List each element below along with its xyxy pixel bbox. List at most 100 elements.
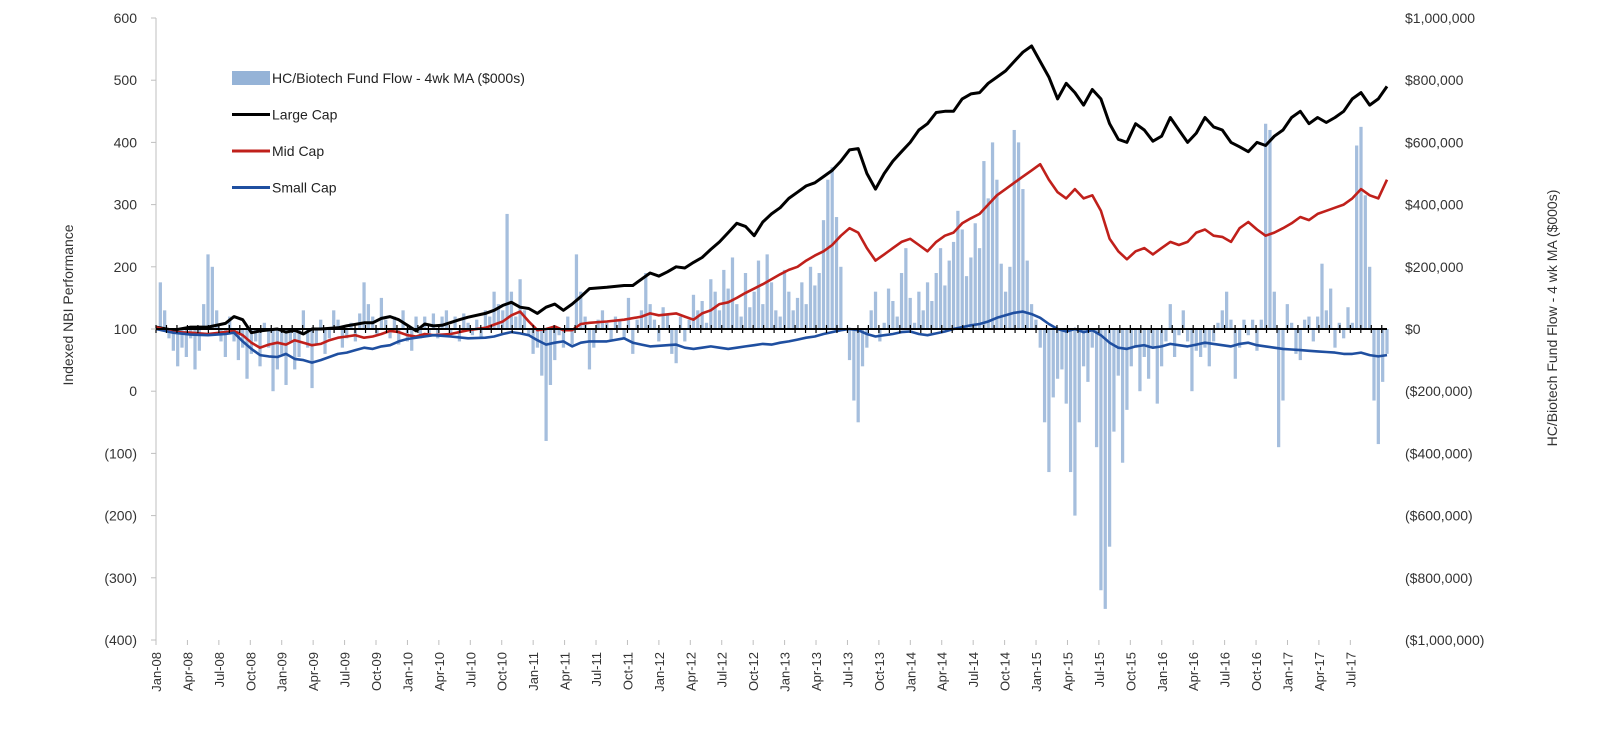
flow-bar [384,319,388,329]
flow-bar [206,254,210,329]
flow-bar [167,329,171,339]
x-tick-label: Jan-11 [526,652,541,691]
flow-bar [1346,307,1350,329]
y-right-tick-label: $600,000 [1405,134,1464,150]
flow-bar [358,313,362,329]
flow-bar [1042,329,1047,423]
flow-bar [509,291,514,329]
flow-bar [1342,329,1346,339]
flow-bar [232,329,236,342]
flow-bar [1094,329,1099,448]
flow-bar [271,329,275,392]
flow-bar [1151,329,1155,348]
flow-bar [964,276,969,329]
flow-bar [466,322,470,329]
flow-bar [899,273,904,329]
flow-bar [1203,329,1207,348]
flow-bar [982,161,986,329]
flow-bar [791,310,795,329]
flow-bar [362,282,366,329]
flow-bar [518,279,522,329]
flow-bar [808,266,813,329]
flow-bar [930,301,934,329]
flow-bar [990,142,995,329]
flow-bar [995,179,999,329]
flow-bar [709,279,713,329]
flow-bar [215,310,219,329]
flow-bar [1229,319,1233,329]
flow-bar [1038,329,1042,348]
flow-bar [501,310,505,329]
flow-bar [830,167,834,329]
x-tick-label: Jan-09 [275,652,290,692]
flow-bar [908,297,912,329]
flow-bar [566,316,570,329]
flow-bar [726,288,730,329]
flow-bar [548,329,553,385]
flow-bar [882,322,886,329]
x-tick-label: Apr-16 [1186,652,1201,691]
flow-bar [293,329,297,370]
y-left-axis-title: Indexed NBI Performance [60,224,76,385]
x-tick-label: Jul-10 [463,652,478,687]
x-tick-label: Apr-08 [180,652,195,691]
y-right-tick-label: ($200,000) [1405,383,1473,399]
flow-bar [1029,304,1034,329]
flow-bar [483,310,488,329]
flow-bar [1363,195,1367,329]
flow-bar [236,329,240,361]
flow-bar [392,316,397,329]
flow-bar [986,198,990,329]
flow-bar [275,329,279,370]
flow-bar [826,179,830,329]
x-tick-label: Jan-12 [652,652,667,692]
legend-label: Small Cap [272,180,337,196]
flow-bar [388,329,392,339]
flow-bar [1016,142,1021,329]
flow-bar [306,329,310,348]
flow-bar [696,310,700,329]
x-tick-label: Jul-08 [212,652,227,687]
flow-bar [267,329,271,348]
x-tick-label: Apr-10 [432,652,447,691]
flow-bar [288,329,292,342]
x-tick-label: Apr-09 [306,652,321,691]
flow-bar [1090,329,1094,348]
flow-bar [1211,329,1216,342]
y-right-tick-label: ($400,000) [1405,445,1473,461]
x-tick-label: Jan-16 [1155,652,1170,692]
flow-bar [743,273,748,329]
flow-bar [241,329,245,348]
x-tick-label: Jan-14 [903,652,918,692]
x-tick-label: Jul-12 [715,652,730,687]
flow-bar [574,254,579,329]
flow-bar [1190,329,1194,392]
flow-bar [444,310,449,329]
flow-bar [600,310,605,329]
flow-bar [163,310,167,329]
flow-bar [613,316,618,329]
flow-bar [1324,310,1328,329]
performance-lines [155,44,1389,364]
flow-bar [938,248,943,329]
flow-bar [925,282,930,329]
x-tick-label: Oct-08 [243,652,258,691]
flow-bar [999,263,1003,329]
flow-bar [1372,329,1376,401]
flow-bar [197,329,201,351]
x-tick-label: Apr-13 [809,652,824,691]
flow-bar [1185,329,1190,342]
flow-bar [748,307,752,329]
flow-bar [301,310,305,329]
flow-bar [579,291,583,329]
flow-bar [1116,329,1120,376]
flow-bar [1311,329,1315,342]
flow-bar [375,329,379,336]
flow-bar [596,319,600,329]
x-tick-label: Oct-09 [369,652,384,691]
flow-bar [856,329,860,423]
flow-bar [769,282,774,329]
flow-bar [1064,329,1068,404]
flow-bar [1320,263,1324,329]
flow-bar [184,329,188,357]
